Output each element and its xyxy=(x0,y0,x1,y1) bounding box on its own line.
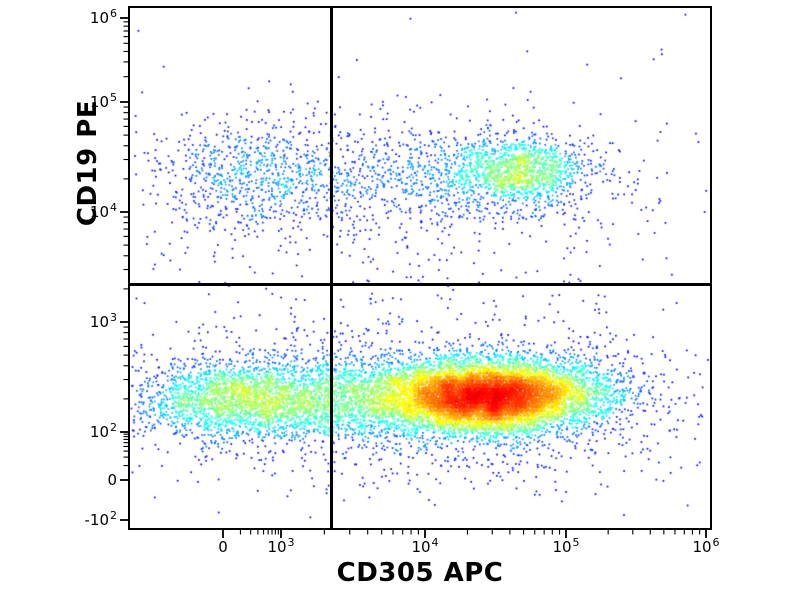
quadrant-gate-horizontal xyxy=(130,282,710,286)
x-tick-label: 104 xyxy=(411,536,439,556)
y-tick-label: 0 xyxy=(107,471,117,489)
y-tick-label: 106 xyxy=(89,7,117,27)
y-tick-label: 105 xyxy=(89,91,117,111)
x-tick-label: 106 xyxy=(692,536,720,556)
plot-frame xyxy=(128,6,712,530)
x-tick-label: 105 xyxy=(552,536,580,556)
x-axis-title: CD305 APC xyxy=(336,558,504,588)
y-tick-label: -102 xyxy=(84,509,118,529)
x-tick-label: 0 xyxy=(218,538,228,556)
dot-canvas xyxy=(130,8,710,528)
y-tick-label: 102 xyxy=(89,421,117,441)
y-tick-label: 103 xyxy=(89,311,117,331)
quadrant-gate-vertical xyxy=(329,8,333,528)
y-tick-label: 104 xyxy=(89,201,117,221)
y-axis-title: CD19 PE xyxy=(73,99,103,227)
x-tick-label: 103 xyxy=(267,536,295,556)
